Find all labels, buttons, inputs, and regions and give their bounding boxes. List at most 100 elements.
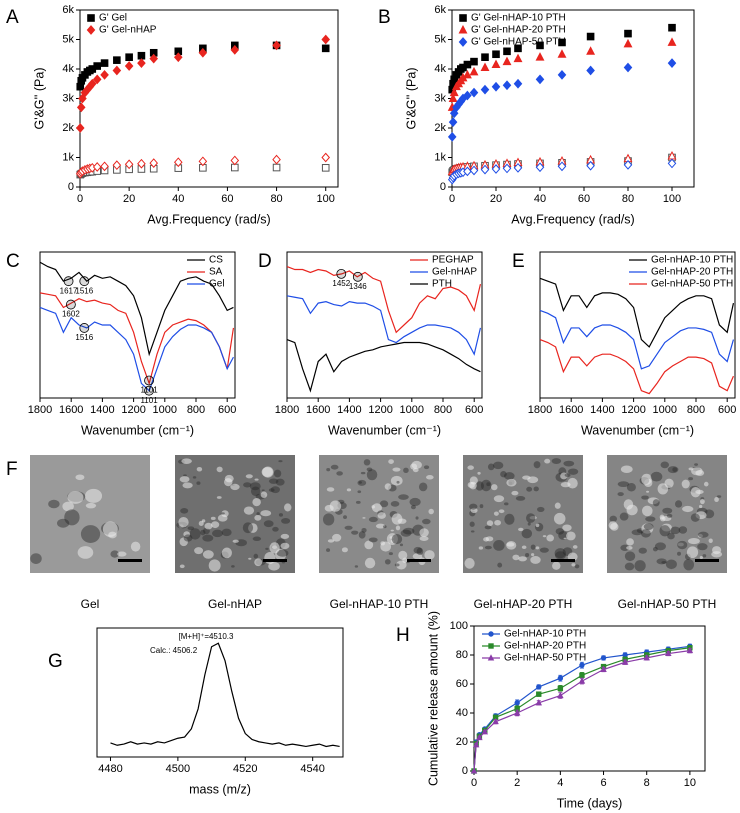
- sem-texture: [357, 479, 367, 486]
- marker: [449, 87, 459, 97]
- sem-texture: [400, 529, 412, 537]
- sem-texture: [544, 458, 551, 464]
- sem-texture: [475, 481, 485, 491]
- x-axis-label: Time (days): [557, 796, 623, 810]
- sem-texture: [641, 473, 652, 485]
- sem-texture: [486, 482, 491, 487]
- annotation-label: 1516: [75, 286, 93, 295]
- marker: [586, 160, 595, 171]
- sem-texture: [275, 478, 285, 486]
- x-tick-label: 1600: [306, 404, 330, 416]
- sem-texture: [617, 492, 624, 497]
- sem-texture: [697, 543, 708, 551]
- marker: [502, 163, 512, 174]
- sem-texture: [670, 526, 681, 535]
- sem-texture: [208, 559, 221, 572]
- x-axis-label: Avg.Frequency (rad/s): [511, 212, 634, 226]
- sem-texture: [469, 481, 477, 490]
- sem-image: [607, 455, 727, 573]
- sem-texture: [368, 537, 378, 543]
- sem-texture: [254, 478, 259, 481]
- marker: [491, 59, 501, 69]
- scale-bar: [407, 559, 431, 562]
- sem-texture: [253, 553, 259, 559]
- marker: [448, 93, 458, 102]
- legend-marker: [458, 24, 468, 34]
- sem-texture: [642, 505, 653, 517]
- sem-texture: [402, 557, 408, 563]
- x-tick-label: 80: [622, 193, 634, 205]
- sem-texture: [245, 474, 253, 479]
- sem-texture: [409, 497, 421, 507]
- image-caption: Gel: [81, 597, 100, 611]
- sem-texture: [386, 533, 398, 545]
- x-axis-label: Wavenumber (cm⁻¹): [81, 423, 194, 437]
- sem-texture: [232, 539, 239, 543]
- sem-texture: [48, 499, 60, 509]
- sem-texture: [650, 471, 663, 482]
- series-line: [39, 306, 234, 392]
- sem-texture: [525, 553, 530, 558]
- sem-texture: [67, 491, 84, 504]
- sem-texture: [690, 487, 701, 498]
- x-tick-label: 6: [600, 777, 606, 789]
- x-tick-label: 4480: [98, 763, 122, 775]
- sem-texture: [500, 471, 507, 478]
- annotation-circle: [144, 375, 154, 386]
- legend-marker: [459, 14, 467, 22]
- sem-texture: [567, 552, 578, 562]
- marker: [124, 159, 134, 170]
- marker: [100, 70, 109, 80]
- sem-texture: [221, 528, 232, 537]
- marker: [470, 57, 478, 66]
- x-tick-label: 4540: [300, 763, 324, 775]
- marker: [469, 87, 479, 98]
- marker: [272, 40, 281, 51]
- sem-texture: [415, 516, 419, 520]
- marker: [557, 161, 567, 172]
- panel-letter: A: [6, 7, 19, 28]
- sem-texture: [631, 529, 643, 536]
- marker: [667, 158, 677, 169]
- sem-texture: [242, 522, 254, 534]
- marker: [481, 53, 489, 62]
- sem-texture: [464, 558, 475, 569]
- marker: [667, 37, 677, 46]
- annotation-label: 1516: [75, 333, 93, 342]
- x-tick-label: 0: [449, 193, 455, 205]
- marker: [463, 90, 472, 101]
- marker: [137, 51, 146, 60]
- sem-texture: [256, 512, 260, 516]
- sem-texture: [703, 509, 715, 519]
- sem-texture: [183, 531, 191, 538]
- marker: [480, 84, 490, 95]
- legend-label: Gel-nHAP-50 PTH: [504, 653, 586, 664]
- sem-texture: [493, 511, 499, 516]
- sem-texture: [574, 564, 580, 569]
- sem-texture: [391, 513, 403, 525]
- sem-texture: [711, 551, 723, 558]
- sem-texture: [563, 537, 567, 540]
- y-tick-label: 20: [456, 736, 468, 748]
- y-tick-label: 40: [456, 707, 468, 719]
- sem-texture: [216, 466, 223, 473]
- sem-texture: [666, 513, 673, 518]
- sem-texture: [665, 559, 677, 570]
- marker: [87, 78, 97, 89]
- plot-frame: [39, 251, 236, 399]
- sem-texture: [80, 525, 101, 543]
- sem-texture: [351, 530, 359, 535]
- marker: [535, 52, 545, 61]
- sem-texture: [280, 542, 290, 550]
- panel-letter: C: [6, 251, 20, 272]
- marker: [173, 52, 183, 63]
- sem-texture: [686, 546, 699, 559]
- sem-texture: [198, 520, 204, 526]
- sem-texture: [484, 525, 492, 530]
- sem-texture: [399, 543, 403, 547]
- sem-texture: [554, 548, 566, 559]
- sem-texture: [384, 559, 391, 565]
- x-tick-label: 60: [221, 193, 233, 205]
- marker: [643, 654, 650, 661]
- y-tick-label: 100: [450, 620, 468, 632]
